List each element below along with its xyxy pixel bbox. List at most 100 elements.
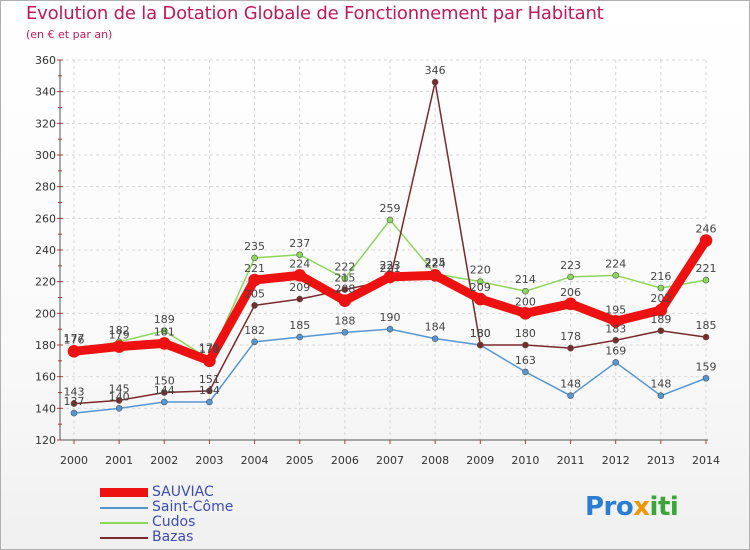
data-point	[522, 341, 529, 349]
data-label: 159	[696, 360, 717, 373]
data-point	[338, 294, 352, 307]
x-tick-label: 2011	[557, 454, 585, 467]
data-point	[473, 292, 487, 306]
data-point	[383, 270, 397, 284]
x-tick-label: 2012	[602, 454, 630, 467]
x-tick-label: 2003	[195, 454, 223, 467]
data-label: 224	[289, 257, 310, 270]
data-point	[657, 284, 665, 292]
data-point	[609, 314, 623, 328]
data-point	[428, 269, 442, 282]
data-point	[567, 273, 574, 281]
y-tick-label: 220	[35, 276, 56, 289]
data-label: 170	[199, 343, 220, 356]
y-tick-label: 120	[35, 434, 56, 447]
legend-swatch	[100, 537, 148, 539]
data-label: 220	[470, 264, 491, 277]
y-tick-label: 320	[35, 117, 56, 130]
data-point	[567, 392, 574, 399]
data-point	[341, 286, 349, 293]
legend-label: Cudos	[152, 514, 196, 530]
logo-part-2: x	[633, 492, 650, 522]
data-point	[654, 303, 668, 317]
x-tick-label: 2006	[331, 454, 359, 467]
data-point	[612, 272, 620, 279]
data-point	[612, 359, 620, 366]
data-label: 143	[64, 386, 85, 399]
data-label: 221	[244, 262, 265, 275]
y-tick-label: 340	[35, 86, 56, 99]
data-point	[251, 338, 258, 346]
data-point	[476, 341, 484, 349]
data-label: 148	[650, 378, 671, 391]
y-tick-label: 240	[35, 244, 56, 257]
data-label: 223	[560, 259, 581, 272]
x-tick-label: 2004	[241, 454, 269, 467]
data-label: 205	[244, 287, 265, 300]
data-point	[522, 368, 529, 376]
x-tick-label: 2005	[286, 454, 314, 467]
data-point	[657, 327, 665, 335]
x-tick-label: 2014	[692, 454, 720, 467]
data-label: 176	[64, 333, 85, 346]
x-tick-label: 2007	[376, 454, 404, 467]
y-tick-label: 280	[35, 181, 56, 194]
legend-label: Saint-Côme	[152, 499, 234, 515]
data-point	[160, 389, 168, 396]
data-point	[248, 273, 261, 287]
data-point	[519, 307, 532, 320]
data-point	[115, 405, 123, 412]
data-label: 189	[650, 313, 671, 326]
data-point	[612, 336, 620, 344]
data-point	[251, 302, 258, 309]
data-point	[386, 325, 394, 333]
data-point	[160, 327, 168, 335]
data-point	[251, 254, 258, 262]
data-point	[296, 251, 304, 259]
data-point	[160, 398, 168, 406]
x-tick-label: 2008	[421, 454, 449, 467]
data-label: 178	[560, 330, 581, 343]
proxiti-logo: Proxiti	[585, 492, 679, 522]
data-label: 171	[199, 341, 220, 354]
x-tick-label: 2013	[647, 454, 675, 467]
data-label: 202	[650, 292, 671, 305]
data-label: 150	[154, 375, 175, 388]
data-label: 235	[244, 240, 265, 253]
data-label: 182	[244, 324, 265, 337]
data-point	[702, 276, 710, 284]
y-tick-label: 180	[35, 339, 56, 352]
data-point	[702, 374, 710, 382]
legend-label: Bazas	[152, 529, 194, 545]
data-label: 169	[605, 344, 626, 357]
data-label: 346	[425, 64, 446, 77]
data-point	[70, 409, 78, 417]
y-tick-label: 140	[35, 402, 56, 415]
y-tick-label: 200	[35, 307, 56, 320]
data-point	[564, 297, 577, 311]
data-point	[476, 278, 484, 285]
data-label: 148	[560, 378, 581, 391]
data-point	[567, 344, 574, 352]
chart-subtitle: (en € et par an)	[26, 28, 113, 41]
data-label: 221	[696, 262, 717, 275]
data-label: 181	[154, 325, 175, 338]
legend-swatch	[100, 507, 148, 509]
data-label: 179	[109, 329, 130, 342]
data-point	[431, 335, 439, 342]
data-label: 208	[334, 283, 355, 296]
data-point	[206, 387, 213, 395]
data-label: 144	[199, 384, 220, 397]
data-point	[296, 333, 304, 341]
legend-label: SAUVIAC	[152, 484, 214, 500]
data-label: 209	[289, 281, 310, 294]
data-label: 246	[696, 223, 717, 236]
data-label: 237	[289, 237, 310, 250]
legend-swatch	[100, 488, 148, 497]
y-tick-label: 160	[35, 371, 56, 384]
legend-swatch	[100, 522, 148, 524]
chart-title: Evolution de la Dotation Globale de Fonc…	[26, 3, 604, 24]
data-label: 185	[696, 319, 717, 332]
data-label: 225	[425, 256, 446, 269]
data-point	[115, 397, 123, 404]
